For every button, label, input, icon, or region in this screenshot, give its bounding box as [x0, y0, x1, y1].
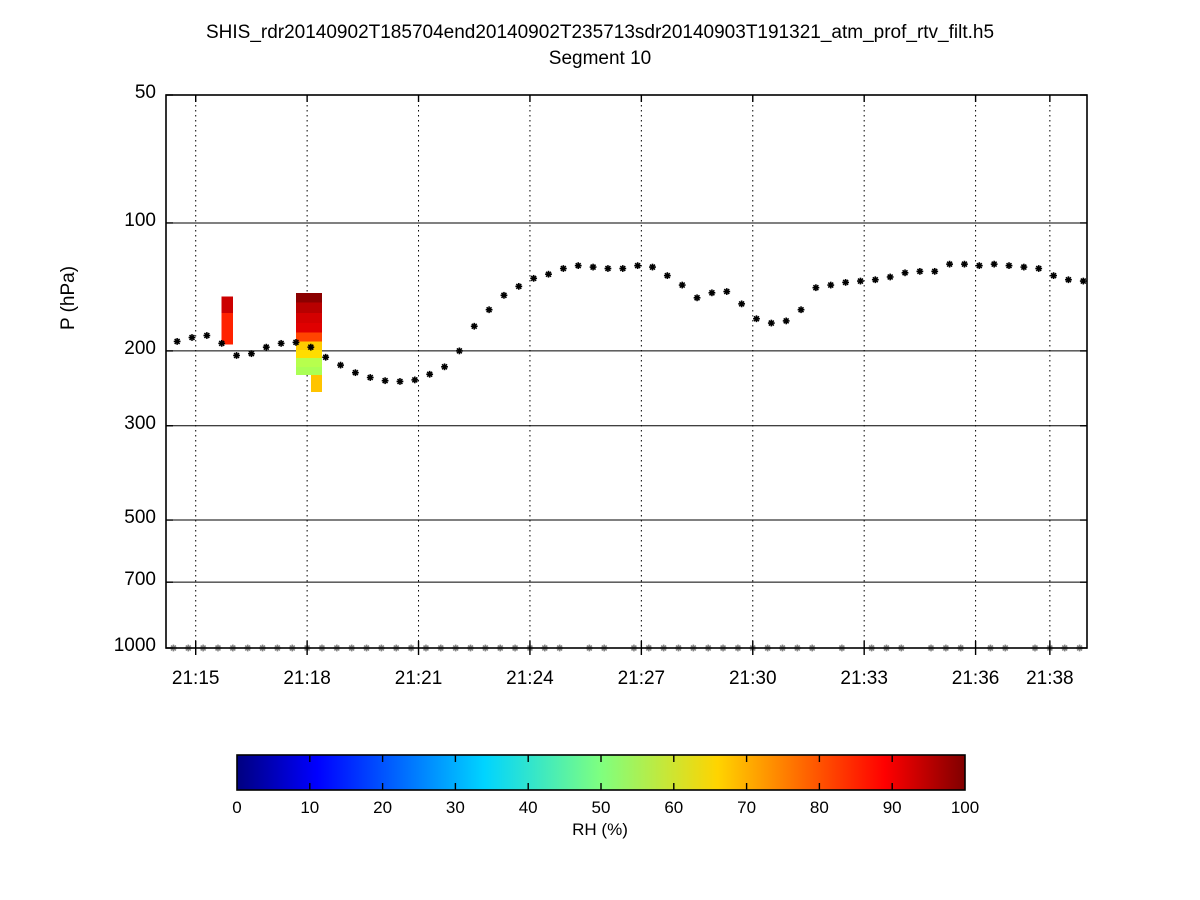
- colorbar-tick-label: 80: [809, 798, 829, 817]
- colorbar-tick-label: 0: [232, 798, 242, 817]
- colorbar-graphic: [236, 754, 966, 791]
- y-tick-label: 300: [124, 412, 156, 434]
- rh-blocks-layer: [221, 292, 322, 393]
- x-tick-label: 21:15: [171, 668, 220, 689]
- y-tick-label: 700: [124, 569, 156, 591]
- y-tick-label: 1000: [113, 635, 156, 656]
- colorbar-tick-label: 50: [591, 798, 611, 817]
- x-tick-label: 21:38: [1026, 668, 1074, 689]
- colorbar-tick-label: 60: [664, 798, 684, 817]
- x-tick-label: 21:27: [617, 668, 666, 689]
- y-tick-label: 50: [134, 82, 156, 103]
- y-tick-label: 200: [124, 337, 156, 359]
- colorbar-tick-label: 90: [882, 798, 902, 817]
- plot-frame: [165, 94, 1088, 655]
- colorbar-tick-label: 70: [737, 798, 757, 817]
- x-tick-label: 21:30: [728, 668, 777, 689]
- colorbar-tick-label: 40: [518, 798, 538, 817]
- colorbar-tick-label: 100: [950, 798, 980, 817]
- x-tick-label: 21:18: [283, 668, 331, 689]
- x-tick-label: 21:33: [840, 668, 888, 689]
- x-tick-label: 21:24: [506, 668, 554, 689]
- y-tick-label: 500: [124, 507, 156, 529]
- series-tropopause-pressure: [173, 260, 1087, 385]
- y-tick-label: 100: [124, 209, 156, 231]
- x-tick-label: 21:21: [394, 668, 443, 689]
- x-tick-label: 21:36: [951, 668, 1000, 689]
- colorbar-tick-label: 20: [373, 798, 393, 817]
- colorbar-tick-label: 30: [445, 798, 465, 817]
- colorbar-label: RH (%): [572, 820, 628, 839]
- colorbar-tick-label: 10: [300, 798, 320, 817]
